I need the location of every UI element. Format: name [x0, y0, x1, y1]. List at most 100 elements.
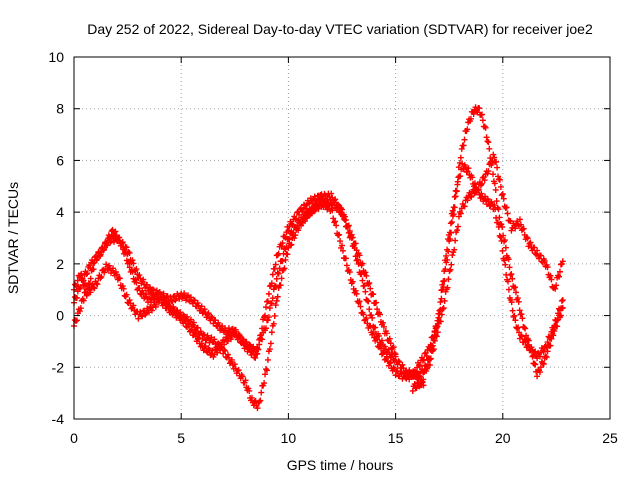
data-point-marker	[273, 275, 280, 282]
x-tick-label: 15	[388, 430, 404, 446]
data-point-marker	[372, 324, 379, 331]
data-point-marker	[367, 285, 374, 292]
data-point-marker	[505, 286, 512, 293]
data-point-marker	[208, 313, 215, 320]
data-point-marker	[433, 333, 440, 340]
data-point-marker	[493, 214, 500, 221]
data-point-marker	[461, 203, 468, 210]
data-point-marker	[367, 323, 374, 330]
data-point-marker	[559, 297, 566, 304]
data-point-marker	[359, 277, 366, 284]
data-point-marker	[140, 290, 147, 297]
data-point-marker	[491, 154, 498, 161]
data-point-marker	[439, 306, 446, 313]
data-point-marker	[274, 293, 281, 300]
data-point-marker	[478, 190, 485, 197]
data-point-marker	[536, 353, 543, 360]
data-point-marker	[392, 351, 399, 358]
data-point-marker	[427, 355, 434, 362]
data-point-marker	[417, 373, 424, 380]
data-point-marker	[109, 265, 116, 272]
data-point-marker	[78, 270, 85, 277]
data-point-marker	[262, 312, 269, 319]
data-point-marker	[539, 360, 546, 367]
data-point-marker	[419, 357, 426, 364]
data-point-marker	[290, 229, 297, 236]
data-point-marker	[338, 209, 345, 216]
data-point-marker	[258, 389, 265, 396]
data-point-marker	[91, 259, 98, 266]
data-point-marker	[364, 297, 371, 304]
data-point-marker	[198, 340, 205, 347]
x-tick-labels: 0 5 10 15 20 25	[70, 430, 618, 446]
data-point-marker	[201, 306, 208, 313]
data-point-marker	[379, 319, 386, 326]
data-point-marker	[259, 336, 266, 343]
data-point-marker	[204, 311, 211, 318]
data-point-marker	[457, 173, 464, 180]
data-point-marker	[363, 315, 370, 322]
data-point-marker	[508, 271, 515, 278]
data-point-marker	[417, 382, 424, 389]
data-point-marker	[273, 297, 280, 304]
data-point-marker	[266, 305, 273, 312]
data-point-marker	[488, 161, 495, 168]
data-point-marker	[120, 285, 127, 292]
data-point-marker	[366, 306, 373, 313]
data-point-marker	[178, 312, 185, 319]
data-point-marker	[481, 177, 488, 184]
data-point-marker	[400, 365, 407, 372]
data-point-marker	[519, 315, 526, 322]
data-point-marker	[511, 312, 518, 319]
data-point-marker	[101, 269, 108, 276]
data-point-marker	[460, 142, 467, 149]
data-point-marker	[97, 251, 104, 258]
data-point-marker	[514, 325, 521, 332]
y-tick-label: 6	[56, 152, 64, 168]
data-point-marker	[276, 265, 283, 272]
data-point-marker	[515, 324, 522, 331]
data-point-marker	[126, 297, 133, 304]
data-point-marker	[164, 301, 171, 308]
data-point-marker	[379, 350, 386, 357]
chart-title: Day 252 of 2022, Sidereal Day-to-day VTE…	[87, 21, 593, 37]
data-point-marker	[378, 337, 385, 344]
data-point-marker	[553, 282, 560, 289]
data-point-marker	[331, 219, 338, 226]
data-point-marker	[556, 268, 563, 275]
data-point-marker	[228, 356, 235, 363]
data-point-marker	[493, 158, 500, 165]
data-point-marker	[411, 381, 418, 388]
data-point-marker	[542, 353, 549, 360]
data-point-marker	[130, 302, 137, 309]
data-point-marker	[464, 168, 471, 175]
data-point-marker	[137, 275, 144, 282]
data-point-marker	[149, 286, 156, 293]
y-tick-label: -4	[52, 411, 65, 427]
data-point-marker	[129, 257, 136, 264]
data-point-marker	[493, 198, 500, 205]
data-point-marker	[252, 351, 259, 358]
data-point-marker	[280, 250, 287, 257]
data-point-marker	[506, 264, 513, 271]
data-point-marker	[346, 228, 353, 235]
data-point-marker	[300, 218, 307, 225]
data-point-marker	[489, 171, 496, 178]
data-point-marker	[449, 207, 456, 214]
axis-ticks	[73, 56, 611, 420]
data-point-marker	[272, 302, 279, 309]
data-point-marker	[501, 237, 508, 244]
x-tick-label: 10	[281, 430, 297, 446]
data-point-marker	[498, 237, 505, 244]
data-point-marker	[339, 247, 346, 254]
data-point-marker	[390, 344, 397, 351]
data-point-marker	[497, 183, 504, 190]
data-point-marker	[224, 351, 231, 358]
data-point-marker	[148, 307, 155, 314]
data-point-marker	[215, 340, 222, 347]
data-point-marker	[77, 284, 84, 291]
data-point-marker	[138, 312, 145, 319]
y-tick-label: 8	[56, 101, 64, 117]
data-point-marker	[503, 271, 510, 278]
data-point-marker	[96, 252, 103, 259]
